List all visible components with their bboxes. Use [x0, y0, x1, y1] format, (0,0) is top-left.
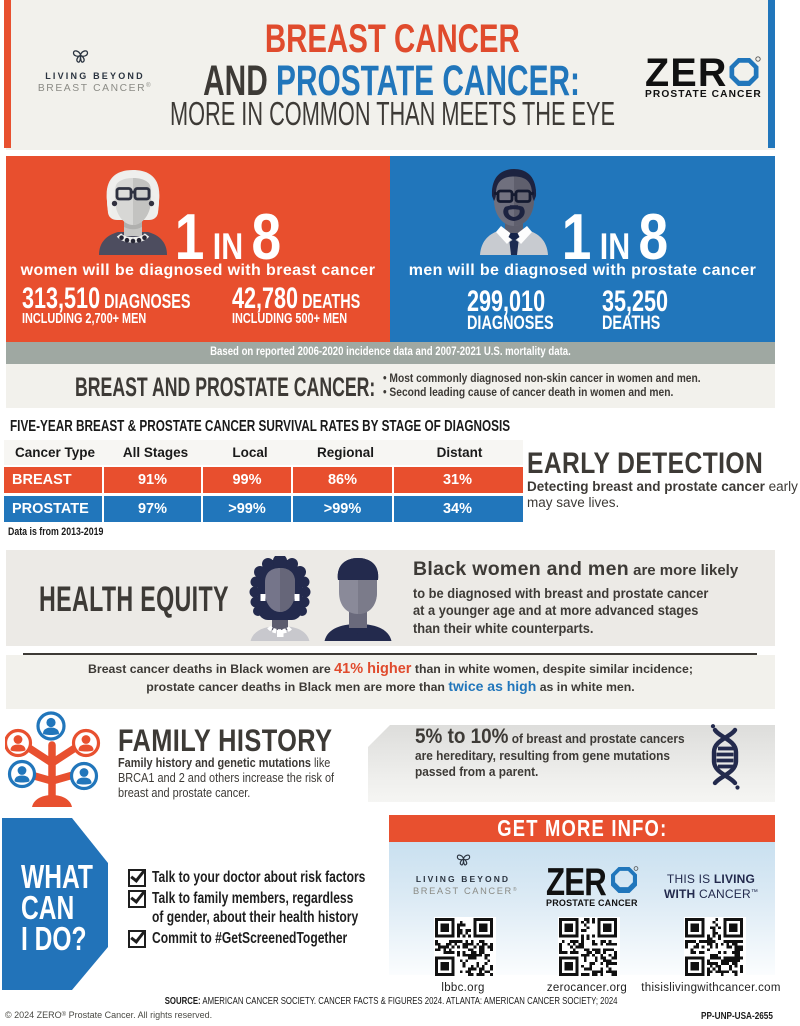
svg-text:PROSTATE CANCER: PROSTATE CANCER [645, 89, 762, 100]
svg-text:ZER: ZER [546, 861, 606, 904]
svg-text:ZER: ZER [645, 56, 728, 95]
svg-text:PROSTATE CANCER: PROSTATE CANCER [546, 898, 638, 908]
